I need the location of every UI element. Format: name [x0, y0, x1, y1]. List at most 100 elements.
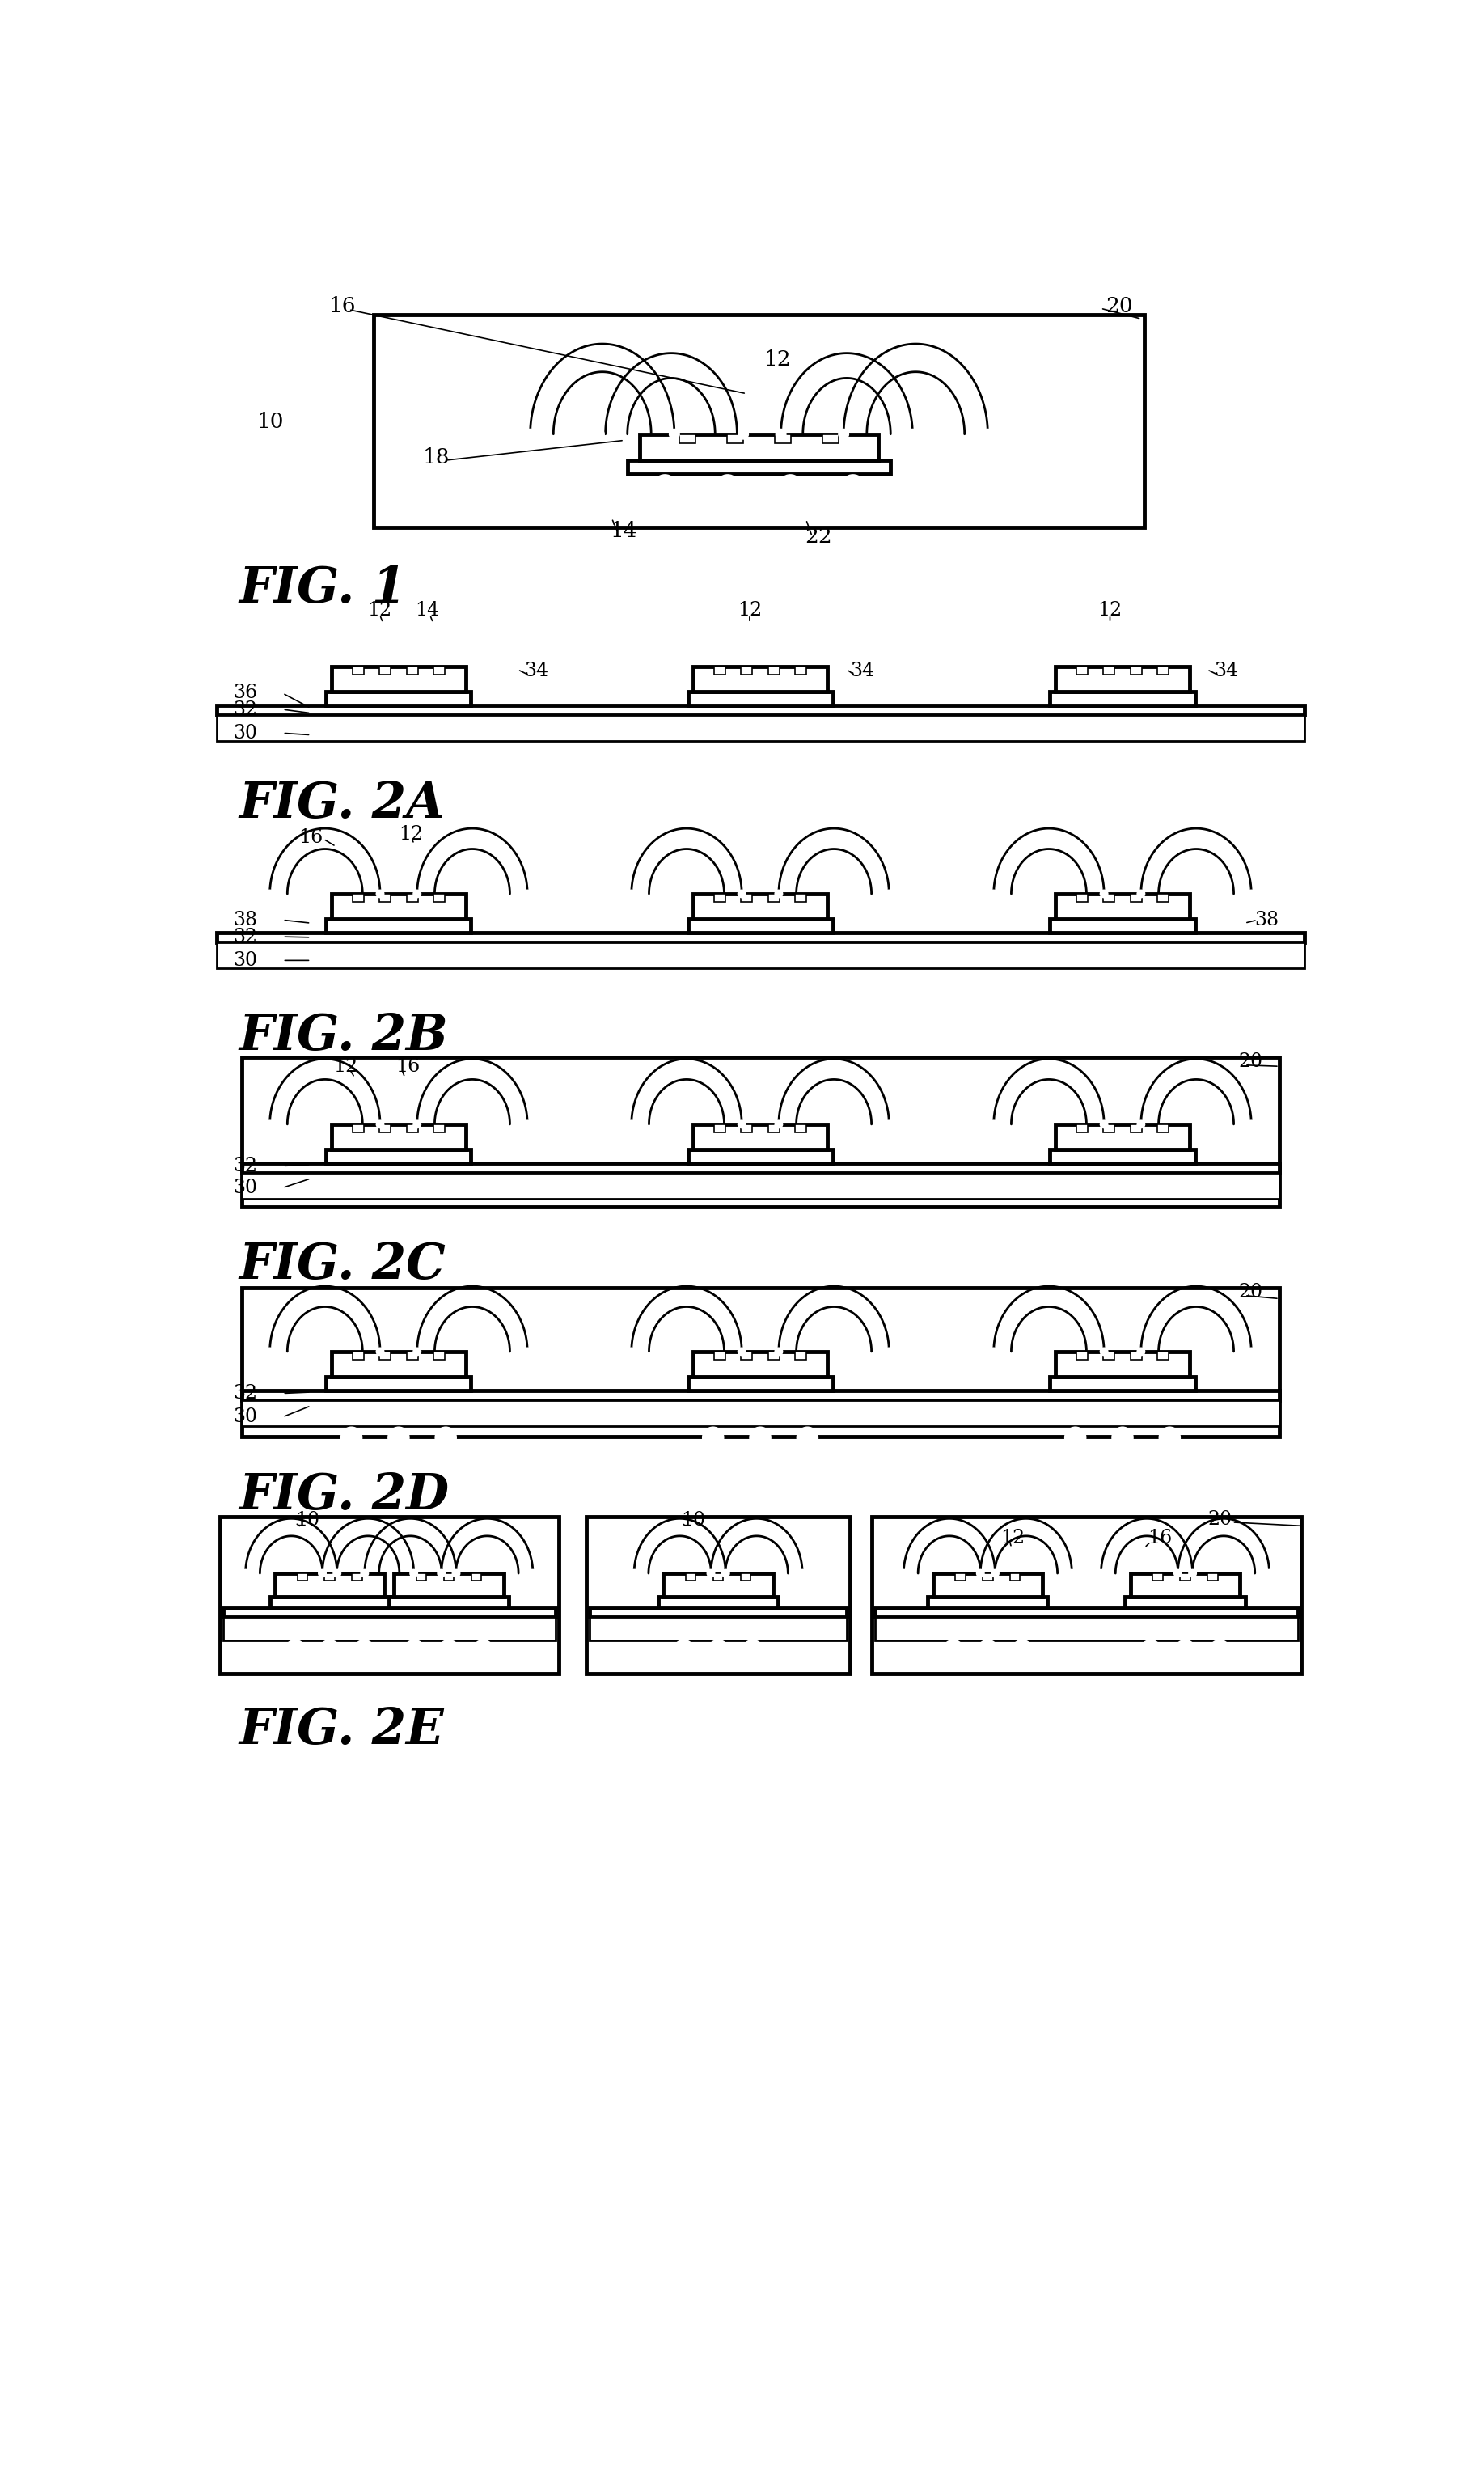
Bar	[1051, 1149, 1195, 1164]
Text: 20: 20	[1208, 1510, 1232, 1530]
Circle shape	[439, 1642, 459, 1661]
Text: 20: 20	[1239, 1052, 1263, 1072]
Text: 16: 16	[396, 1057, 420, 1075]
Bar	[444, 1572, 454, 1580]
Circle shape	[414, 1122, 421, 1129]
Bar	[331, 666, 466, 691]
Circle shape	[530, 1570, 537, 1577]
Bar	[433, 666, 445, 673]
Circle shape	[1100, 1347, 1107, 1354]
Bar	[331, 1124, 466, 1149]
Bar	[1131, 1572, 1241, 1597]
Text: FIG. 1: FIG. 1	[239, 565, 407, 614]
Circle shape	[886, 1347, 893, 1354]
Text: 10: 10	[257, 411, 283, 431]
Bar	[714, 1124, 726, 1132]
Bar	[1076, 1352, 1088, 1359]
Bar	[741, 1352, 752, 1359]
Circle shape	[1248, 1122, 1255, 1129]
Circle shape	[1209, 1642, 1230, 1661]
Bar	[242, 1174, 1279, 1198]
Text: 30: 30	[233, 723, 257, 743]
Bar	[871, 1518, 1301, 1674]
Bar	[686, 1572, 696, 1580]
Circle shape	[1175, 1642, 1195, 1661]
Bar	[982, 1572, 993, 1580]
Bar	[433, 1124, 445, 1132]
Bar	[1158, 1352, 1168, 1359]
Circle shape	[1248, 889, 1255, 896]
Circle shape	[944, 1642, 963, 1661]
Bar	[769, 666, 779, 673]
Bar	[470, 1572, 481, 1580]
Bar	[223, 1609, 555, 1617]
Text: FIG. 2C: FIG. 2C	[239, 1240, 445, 1290]
Text: 30: 30	[233, 1179, 257, 1196]
Bar	[795, 894, 806, 901]
Bar	[433, 1352, 445, 1359]
Circle shape	[899, 1570, 907, 1577]
Bar	[1153, 1572, 1163, 1580]
Circle shape	[361, 1570, 368, 1577]
Circle shape	[404, 1642, 424, 1661]
Bar	[242, 1389, 1279, 1399]
Bar	[1158, 1124, 1168, 1132]
Circle shape	[242, 1570, 249, 1577]
Bar	[1055, 1124, 1190, 1149]
Circle shape	[738, 1347, 745, 1354]
Circle shape	[1100, 889, 1107, 896]
Circle shape	[355, 1642, 374, 1661]
Bar	[331, 894, 466, 919]
Bar	[693, 894, 828, 919]
Circle shape	[266, 889, 273, 896]
Circle shape	[414, 1347, 421, 1354]
Bar	[353, 1124, 364, 1132]
Circle shape	[1189, 1570, 1196, 1577]
Circle shape	[453, 1570, 460, 1577]
Bar	[297, 1572, 307, 1580]
Circle shape	[524, 889, 531, 896]
Bar	[217, 943, 1304, 968]
Text: 32: 32	[233, 928, 257, 946]
Bar	[380, 1352, 390, 1359]
Bar	[640, 433, 879, 461]
Bar	[741, 1572, 751, 1580]
Bar	[353, 666, 364, 673]
Bar	[689, 691, 833, 706]
Circle shape	[389, 1429, 408, 1448]
Circle shape	[1174, 1570, 1181, 1577]
Circle shape	[1113, 1429, 1132, 1448]
Bar	[352, 1572, 362, 1580]
Text: 12: 12	[764, 349, 791, 369]
Bar	[769, 894, 779, 901]
Circle shape	[1137, 1347, 1144, 1354]
Circle shape	[334, 1570, 341, 1577]
Text: 32: 32	[233, 701, 257, 718]
Bar	[1055, 1352, 1190, 1377]
Text: FIG. 2D: FIG. 2D	[239, 1471, 450, 1520]
Text: 18: 18	[423, 448, 450, 468]
Bar	[270, 1597, 389, 1609]
Bar	[326, 1377, 470, 1389]
Circle shape	[436, 1429, 456, 1448]
Circle shape	[990, 1122, 997, 1129]
Circle shape	[838, 428, 849, 438]
Bar	[331, 1352, 466, 1377]
Circle shape	[717, 475, 739, 498]
Circle shape	[708, 1642, 729, 1661]
Text: 12: 12	[399, 825, 423, 844]
Bar	[693, 1124, 828, 1149]
Bar	[741, 1124, 752, 1132]
Bar	[775, 433, 791, 443]
Circle shape	[703, 1429, 723, 1448]
Bar	[693, 1352, 828, 1377]
Text: 16: 16	[328, 297, 356, 317]
Bar	[217, 933, 1304, 943]
Bar	[217, 716, 1304, 740]
Circle shape	[674, 1642, 695, 1661]
Bar	[663, 1572, 773, 1597]
Bar	[714, 1572, 723, 1580]
Bar	[380, 894, 390, 901]
Bar	[1104, 1352, 1114, 1359]
Bar	[242, 1288, 1279, 1436]
